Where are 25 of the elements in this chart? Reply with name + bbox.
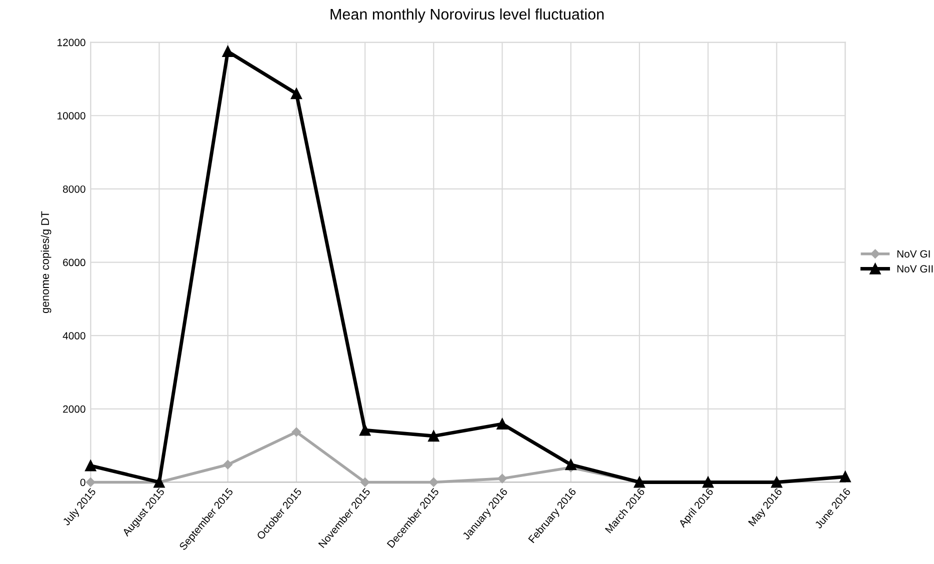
point bbox=[496, 418, 508, 430]
point bbox=[292, 427, 302, 437]
y-tick-label: 12000 bbox=[58, 38, 86, 46]
y-axis-title: genome copies/g DT bbox=[40, 211, 52, 314]
y-tick-label: 4000 bbox=[62, 332, 86, 340]
point bbox=[428, 430, 440, 442]
point bbox=[565, 459, 576, 470]
y-tick-label: 0 bbox=[80, 478, 86, 486]
legend-label: NoV GII bbox=[897, 265, 933, 273]
point bbox=[429, 478, 438, 487]
point bbox=[222, 46, 234, 58]
y-tick-label: 8000 bbox=[63, 185, 86, 193]
point bbox=[498, 474, 507, 484]
y-tick-label: 2000 bbox=[63, 405, 86, 413]
point bbox=[840, 471, 851, 482]
point bbox=[290, 88, 302, 100]
chart-title: Mean monthly Norovirus level fluctuation bbox=[330, 8, 604, 23]
y-tick-label: 10000 bbox=[58, 112, 86, 120]
point bbox=[86, 478, 96, 487]
point bbox=[359, 424, 371, 436]
point bbox=[360, 478, 370, 487]
y-tick-label: 6000 bbox=[63, 258, 86, 266]
point bbox=[223, 460, 232, 470]
legend-label: NoV GI bbox=[897, 250, 930, 258]
point bbox=[85, 460, 96, 472]
